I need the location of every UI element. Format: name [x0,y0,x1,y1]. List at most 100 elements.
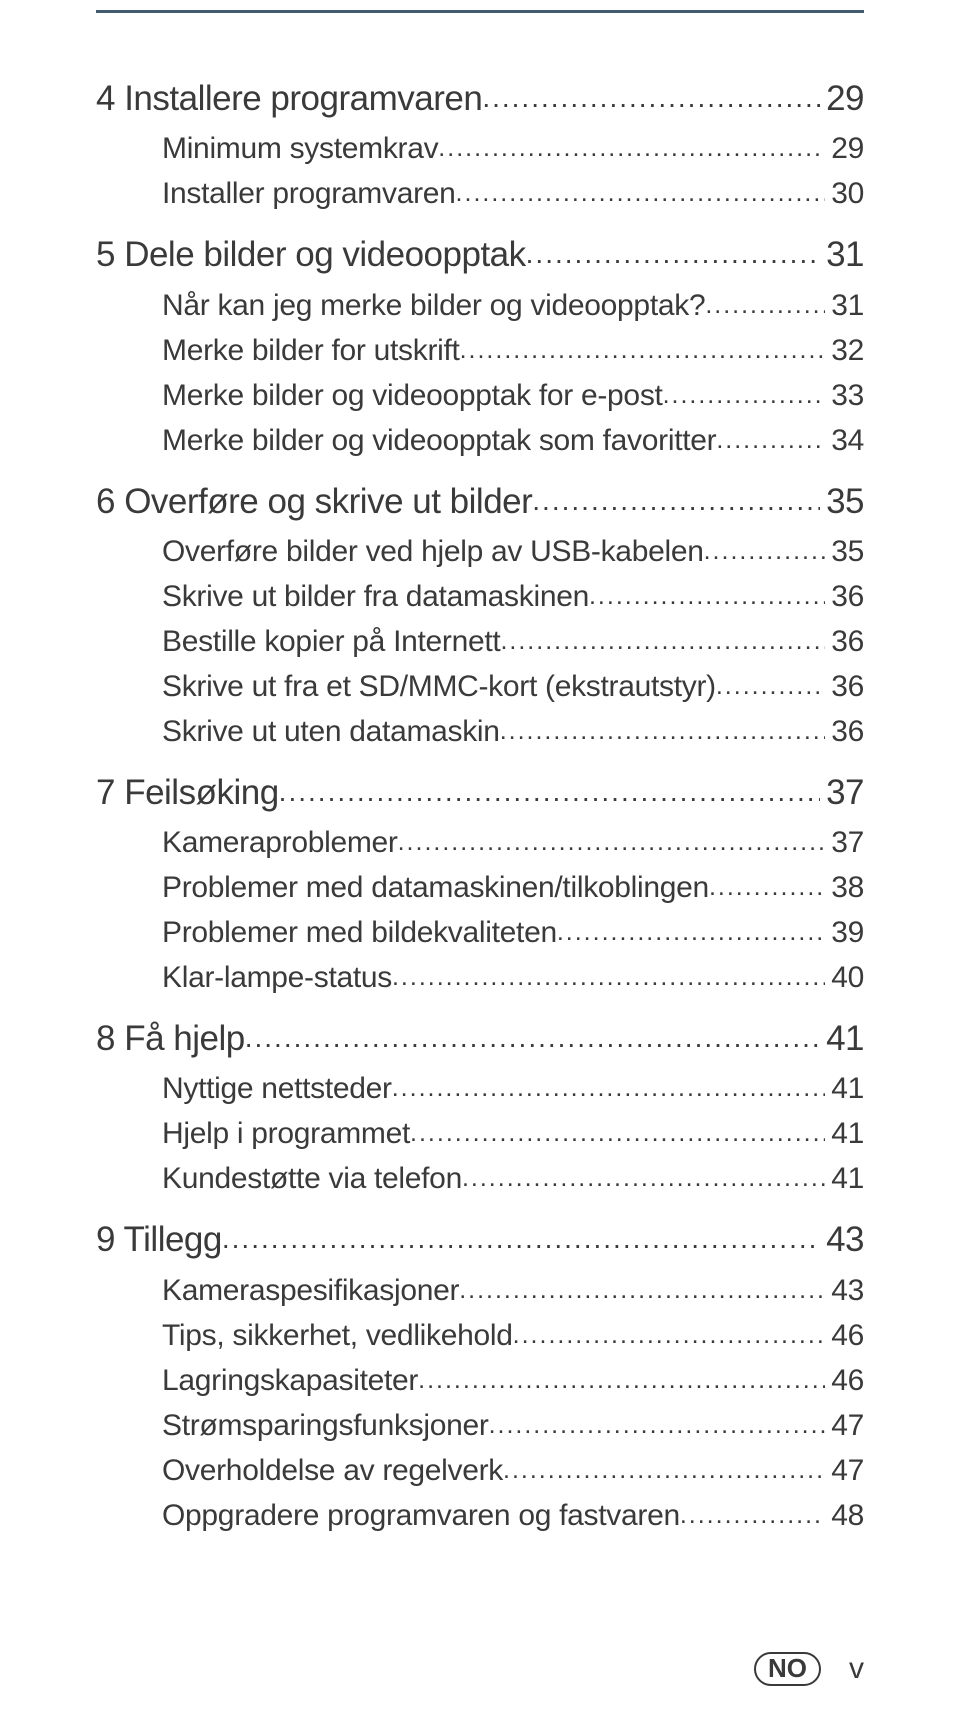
toc-section: 4 Installere programvaren...............… [96,72,864,126]
toc-entry: Skrive ut uten datamaskin...............… [96,709,864,754]
toc-entry: Kundestøtte via telefon.................… [96,1156,864,1201]
toc-leader-dots: ........................................… [705,287,825,325]
toc-entry: Overføre bilder ved hjelp av USB-kabelen… [96,529,864,574]
toc-label: Installer programvaren [162,171,456,216]
toc-leader-dots: ........................................… [392,1070,825,1108]
toc-entry: Skrive ut bilder fra datamaskinen.......… [96,574,864,619]
toc-leader-dots: ........................................… [460,332,826,370]
toc-page-number: 43 [820,1213,864,1267]
toc-entry: Installer programvaren..................… [96,171,864,216]
toc-page-number: 31 [825,283,864,328]
toc-entry: Strømsparingsfunksjoner.................… [96,1403,864,1448]
toc-label: Klar-lampe-status [162,955,392,1000]
toc-label: Kameraproblemer [162,820,398,865]
toc-entry: Minimum systemkrav......................… [96,126,864,171]
toc-page-number: 32 [825,328,864,373]
toc-label: Skrive ut fra et SD/MMC-kort (ekstrautst… [162,664,716,709]
toc-page-number: 41 [820,1012,864,1066]
toc-entry: Lagringskapasiteter.....................… [96,1358,864,1403]
toc-leader-dots: ........................................… [500,623,825,661]
toc-page-number: 40 [825,955,864,1000]
toc-entry: Merke bilder og videoopptak som favoritt… [96,418,864,463]
toc-leader-dots: ........................................… [513,1317,826,1355]
toc-leader-dots: ........................................… [392,959,825,997]
toc-page-number: 30 [825,171,864,216]
toc-page-number: 41 [825,1156,864,1201]
toc-page-number: 33 [825,373,864,418]
toc-leader-dots: ........................................… [456,175,826,213]
toc-entry: Tips, sikkerhet, vedlikehold............… [96,1313,864,1358]
toc-leader-dots: ........................................… [222,1217,820,1260]
toc-entry: Kameraproblemer.........................… [96,820,864,865]
toc-label: Problemer med datamaskinen/tilkoblingen [162,865,709,910]
toc-leader-dots: ........................................… [589,578,825,616]
toc-page-number: 36 [825,709,864,754]
toc-label: Skrive ut bilder fra datamaskinen [162,574,589,619]
toc-label: 9 Tillegg [96,1213,222,1267]
toc-label: Kundestøtte via telefon [162,1156,462,1201]
toc-leader-dots: ........................................… [716,422,825,460]
toc-label: Kameraspesifikasjoner [162,1268,459,1313]
toc-label: Merke bilder og videoopptak for e-post [162,373,663,418]
toc-page-number: 34 [825,418,864,463]
toc-label: Bestille kopier på Internett [162,619,500,664]
toc-label: Overholdelse av regelverk [162,1448,503,1493]
toc-entry: Merke bilder for utskrift...............… [96,328,864,373]
header-rule [96,10,864,13]
toc-page-number: 46 [825,1313,864,1358]
toc-leader-dots: ........................................… [462,1160,825,1198]
toc-entry: Overholdelse av regelverk...............… [96,1448,864,1493]
toc-page-number: 31 [820,228,864,282]
toc-label: Problemer med bildekvaliteten [162,910,557,955]
toc-page-number: 43 [825,1268,864,1313]
toc-leader-dots: ........................................… [489,1407,826,1445]
toc-leader-dots: ........................................… [503,1452,825,1490]
toc-leader-dots: ........................................… [482,76,820,119]
toc-page-number: 41 [825,1066,864,1111]
toc-page-number: 35 [825,529,864,574]
toc-label: Oppgradere programvaren og fastvaren [162,1493,680,1538]
toc-label: Lagringskapasiteter [162,1358,418,1403]
toc-entry: Hjelp i programmet......................… [96,1111,864,1156]
toc-page-number: 47 [825,1403,864,1448]
toc-page-number: 39 [825,910,864,955]
language-pill: NO [754,1652,821,1686]
toc-leader-dots: ........................................… [459,1272,825,1310]
toc-page-number: 36 [825,619,864,664]
toc-label: Overføre bilder ved hjelp av USB-kabelen [162,529,704,574]
toc-label: Merke bilder og videoopptak som favoritt… [162,418,716,463]
page-folio: v [849,1652,864,1686]
toc-entry: Når kan jeg merke bilder og videoopptak?… [96,283,864,328]
toc-entry: Oppgradere programvaren og fastvaren....… [96,1493,864,1538]
toc-label: Tips, sikkerhet, vedlikehold [162,1313,513,1358]
toc-entry: Merke bilder og videoopptak for e-post..… [96,373,864,418]
toc-label: Merke bilder for utskrift [162,328,460,373]
toc-leader-dots: ........................................… [279,770,820,813]
toc-leader-dots: ........................................… [245,1016,820,1059]
toc-page-number: 37 [825,820,864,865]
toc-leader-dots: ........................................… [410,1115,825,1153]
toc-page-number: 36 [825,664,864,709]
toc-page-number: 48 [825,1493,864,1538]
toc-page-number: 36 [825,574,864,619]
toc-page-number: 46 [825,1358,864,1403]
toc-leader-dots: ........................................… [716,668,825,706]
toc-leader-dots: ........................................… [526,232,820,275]
toc-entry: Klar-lampe-status.......................… [96,955,864,1000]
toc-entry: Bestille kopier på Internett............… [96,619,864,664]
toc-label: 5 Dele bilder og videoopptak [96,228,526,282]
toc-entry: Skrive ut fra et SD/MMC-kort (ekstrautst… [96,664,864,709]
toc-leader-dots: ........................................… [663,377,826,415]
toc-page-number: 29 [825,126,864,171]
toc-page-number: 29 [820,72,864,126]
page-footer: NO v [754,1652,864,1686]
toc-leader-dots: ........................................… [704,533,826,571]
toc-label: 8 Få hjelp [96,1012,245,1066]
toc-section: 9 Tillegg...............................… [96,1213,864,1267]
toc-label: Når kan jeg merke bilder og videoopptak? [162,283,705,328]
toc-leader-dots: ........................................… [557,914,825,952]
toc-leader-dots: ........................................… [680,1497,825,1535]
toc-label: 4 Installere programvaren [96,72,482,126]
toc-label: Hjelp i programmet [162,1111,410,1156]
toc-leader-dots: ........................................… [398,824,826,862]
